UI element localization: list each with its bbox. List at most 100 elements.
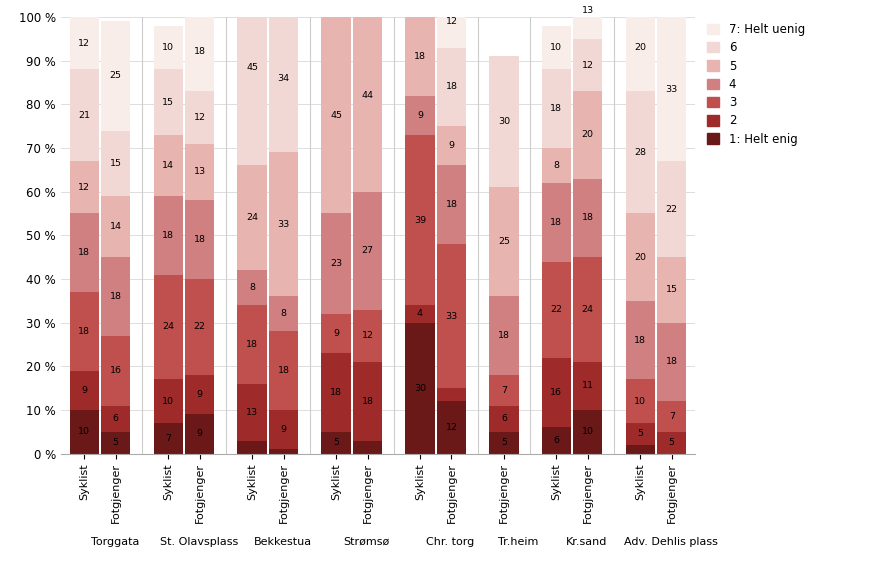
Bar <box>70 410 99 454</box>
Bar <box>154 135 182 196</box>
Bar <box>237 305 267 384</box>
Bar <box>437 126 466 166</box>
Bar <box>626 91 655 214</box>
Bar <box>657 257 687 323</box>
Text: 33: 33 <box>277 220 289 229</box>
Text: Strømsø: Strømsø <box>343 536 389 547</box>
Bar <box>322 314 351 353</box>
Bar <box>437 166 466 244</box>
Bar <box>437 388 466 401</box>
Text: 6: 6 <box>113 414 119 423</box>
Bar <box>185 375 215 414</box>
Bar <box>185 143 215 200</box>
Text: 7: 7 <box>501 386 507 395</box>
Bar <box>574 410 602 454</box>
Text: 18: 18 <box>194 48 206 57</box>
Text: 10: 10 <box>634 397 647 406</box>
Bar <box>237 270 267 305</box>
Text: 18: 18 <box>666 357 678 366</box>
Text: Chr. torg: Chr. torg <box>427 536 474 547</box>
Bar <box>185 414 215 454</box>
Bar <box>437 244 466 388</box>
Bar <box>237 441 267 454</box>
Bar <box>489 405 519 432</box>
Text: 5: 5 <box>113 438 119 447</box>
Text: 10: 10 <box>163 397 175 406</box>
Text: 8: 8 <box>554 161 560 170</box>
Bar <box>626 214 655 301</box>
Text: 15: 15 <box>666 285 678 294</box>
Bar <box>657 17 687 161</box>
Text: 9: 9 <box>82 386 87 395</box>
Bar <box>541 26 571 69</box>
Bar <box>541 148 571 183</box>
Bar <box>541 428 571 454</box>
Bar <box>353 441 382 454</box>
Bar <box>269 297 298 331</box>
Bar <box>437 48 466 126</box>
Text: 18: 18 <box>550 218 562 227</box>
Text: 39: 39 <box>414 215 426 225</box>
Bar <box>657 432 687 454</box>
Bar <box>237 384 267 441</box>
Bar <box>541 69 571 148</box>
Bar <box>489 56 519 187</box>
Bar <box>657 401 687 432</box>
Bar <box>154 423 182 454</box>
Text: 18: 18 <box>78 327 90 336</box>
Bar <box>574 0 602 39</box>
Text: 7: 7 <box>669 412 674 421</box>
Bar <box>353 310 382 362</box>
Text: 12: 12 <box>194 113 206 122</box>
Bar <box>185 200 215 279</box>
Text: 16: 16 <box>550 388 562 397</box>
Text: 12: 12 <box>78 183 90 192</box>
Bar <box>269 449 298 454</box>
Bar <box>353 0 382 192</box>
Bar <box>353 192 382 310</box>
Bar <box>70 17 99 69</box>
Text: 18: 18 <box>194 235 206 244</box>
Text: 18: 18 <box>581 213 594 222</box>
Text: 23: 23 <box>330 259 342 268</box>
Bar <box>237 0 267 166</box>
Bar <box>269 153 298 297</box>
Bar <box>154 69 182 135</box>
Bar <box>574 362 602 410</box>
Text: 24: 24 <box>246 213 258 222</box>
Bar <box>185 91 215 143</box>
Text: 27: 27 <box>362 246 374 255</box>
Text: 18: 18 <box>246 340 258 349</box>
Text: 20: 20 <box>634 253 647 261</box>
Text: 18: 18 <box>109 292 122 301</box>
Text: 16: 16 <box>109 366 122 375</box>
Text: 18: 18 <box>414 52 426 61</box>
Bar <box>626 301 655 379</box>
Text: 9: 9 <box>196 429 202 438</box>
Bar <box>70 69 99 161</box>
Bar <box>269 4 298 153</box>
Text: 12: 12 <box>581 61 594 70</box>
Bar <box>541 183 571 261</box>
Text: 9: 9 <box>333 329 339 338</box>
Bar <box>574 39 602 91</box>
Bar <box>626 423 655 445</box>
Bar <box>101 336 130 405</box>
Bar <box>70 213 99 292</box>
Bar <box>101 257 130 336</box>
Text: 10: 10 <box>581 428 594 436</box>
Text: 18: 18 <box>330 388 342 397</box>
Text: 13: 13 <box>581 6 594 15</box>
Text: 20: 20 <box>581 130 594 139</box>
Text: 20: 20 <box>634 43 647 52</box>
Text: 18: 18 <box>78 248 90 257</box>
Text: 34: 34 <box>277 74 289 83</box>
Text: 8: 8 <box>249 283 255 292</box>
Bar <box>322 432 351 454</box>
Text: 13: 13 <box>194 167 206 176</box>
Bar <box>489 187 519 297</box>
Text: 30: 30 <box>414 384 426 392</box>
Text: 8: 8 <box>281 310 287 319</box>
Text: 21: 21 <box>78 111 90 120</box>
Text: 22: 22 <box>194 323 206 332</box>
